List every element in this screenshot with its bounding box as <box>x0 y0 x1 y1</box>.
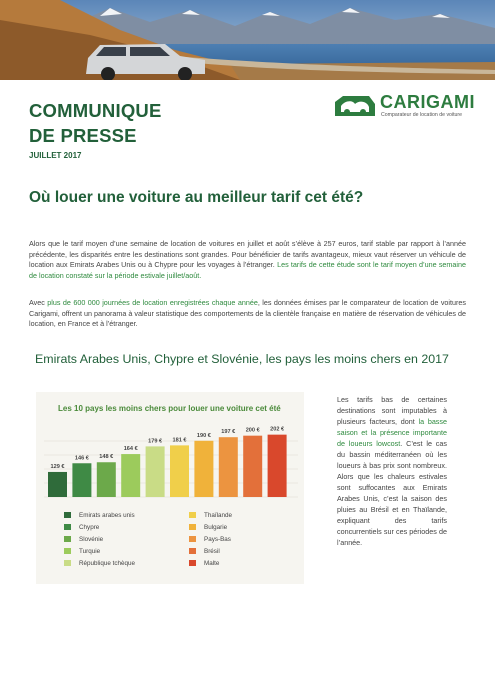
legend-swatch <box>189 524 196 530</box>
logo-tagline: Comparateur de location de voiture <box>381 112 463 118</box>
legend-swatch <box>64 536 71 542</box>
chart-bar <box>96 462 116 497</box>
hero-banner-image <box>0 0 495 80</box>
legend-label: Malte <box>204 560 220 567</box>
side-text-highlight: la basse saison et la présence important… <box>337 417 447 448</box>
chart-value-label: 200 € <box>246 428 261 434</box>
car-logo-icon <box>335 96 375 116</box>
intro-p1-highlight: Les tarifs de cette étude sont le tarif … <box>29 260 466 280</box>
chart-value-label: 190 € <box>197 433 212 439</box>
chart-bar <box>48 471 67 497</box>
legend-swatch <box>64 524 71 530</box>
intro-p2-lead: Avec <box>29 298 45 307</box>
chart-bar <box>72 463 92 497</box>
legend-item: Pays-Bas <box>189 536 231 543</box>
chart-title: Les 10 pays les moins chers pour louer u… <box>58 404 281 413</box>
price-bar-chart: Les 10 pays les moins chers pour louer u… <box>36 392 304 584</box>
legend-swatch <box>189 536 196 542</box>
landscape-illustration <box>0 0 495 80</box>
legend-item: Slovénie <box>64 536 103 543</box>
legend-label: Brésil <box>204 548 220 555</box>
intro-paragraph-1: Alors que le tarif moyen d’une semaine d… <box>29 239 466 281</box>
legend-label: Bulgarie <box>204 524 228 531</box>
main-headline: Où louer une voiture au meilleur tarif c… <box>29 189 364 206</box>
legend-item: Chypre <box>64 524 99 531</box>
press-title-line-1: COMMUNIQUE <box>29 100 162 121</box>
intro-p1-text: Alors que le tarif moyen d’une semaine d… <box>29 239 466 270</box>
legend-item: Malte <box>189 560 219 567</box>
press-release-date: JUILLET 2017 <box>29 151 82 160</box>
press-title-line-2: DE PRESSE <box>29 125 137 146</box>
chart-bar <box>170 445 189 497</box>
chart-bars-area: 129 € 146 € 148 € 164 € 179 € 181 € 190 € 197 €… <box>44 427 298 498</box>
car-illustration <box>86 44 205 80</box>
side-text-rest: . C’est le cas du bassin méditerranéen o… <box>337 439 447 547</box>
legend-item: République tchèque <box>64 560 135 567</box>
chart-value-label: 197 € <box>221 429 236 435</box>
chart-value-label: 202 € <box>270 427 285 433</box>
legend-swatch <box>64 548 71 554</box>
legend-label: Emirats arabes unis <box>79 512 135 519</box>
legend-swatch <box>64 560 71 566</box>
chart-value-label: 179 € <box>148 438 163 444</box>
legend-label: Slovénie <box>79 536 104 543</box>
intro-paragraph-2: Avec plus de 600 000 journées de locatio… <box>29 298 466 330</box>
legend-swatch <box>189 512 196 518</box>
chart-value-label: 146 € <box>75 455 90 461</box>
carigami-logo: CARIGAMI Comparateur de location de voit… <box>333 92 483 122</box>
side-text-lead: Les tarifs bas de certaines destinations… <box>337 395 447 426</box>
legend-label: Turquie <box>79 548 101 555</box>
chart-value-label: 148 € <box>99 454 114 460</box>
intro-p2-highlight: plus de 600 000 journées de location enr… <box>47 298 258 307</box>
chart-bar <box>243 435 263 497</box>
chart-bar <box>145 446 165 497</box>
press-release-title: COMMUNIQUE DE PRESSE <box>29 98 162 148</box>
chart-value-label: 129 € <box>51 464 66 470</box>
legend-label: République tchèque <box>79 560 136 567</box>
legend-swatch <box>189 560 196 566</box>
legend-label: Chypre <box>79 524 100 531</box>
chart-bar <box>121 454 141 497</box>
legend-label: Pays-Bas <box>204 536 231 543</box>
chart-value-label: 181 € <box>173 437 188 443</box>
logo-wordmark: CARIGAMI <box>380 92 475 112</box>
legend-item: Emirats arabes unis <box>64 512 135 519</box>
legend-item: Bulgarie <box>189 524 227 531</box>
chart-bar <box>267 434 287 497</box>
side-explanation-text: Les tarifs bas de certaines destinations… <box>337 394 447 548</box>
legend-item: Thaïlande <box>189 512 232 519</box>
legend-item: Brésil <box>189 548 220 555</box>
section-title: Emirats Arabes Unis, Chypre et Slovénie,… <box>35 352 449 366</box>
legend-swatch <box>64 512 71 518</box>
intro-p2-rest: , les données émises par le comparateur … <box>29 298 466 329</box>
chart-bar <box>218 437 238 497</box>
legend-item: Turquie <box>64 548 100 555</box>
chart-bar <box>194 440 214 497</box>
chart-value-label: 164 € <box>124 446 139 452</box>
legend-label: Thaïlande <box>204 512 233 519</box>
legend-swatch <box>189 548 196 554</box>
